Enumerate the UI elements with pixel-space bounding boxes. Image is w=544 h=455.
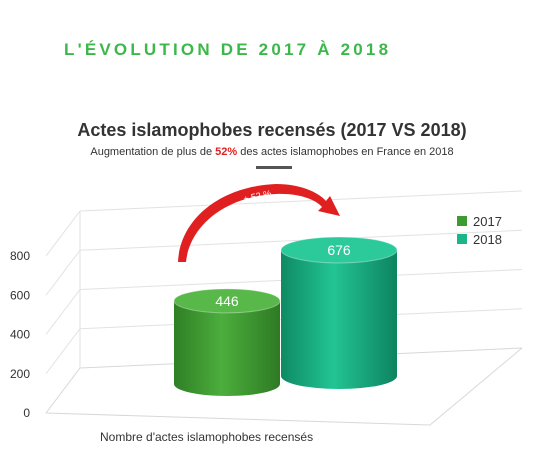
subtitle-text-end: des actes islamophobes en France en 2018 [237, 146, 454, 158]
gridline-side [45, 210, 81, 257]
gridline-side [45, 249, 81, 296]
gridline-side [45, 328, 81, 375]
growth-arrow-shape [178, 184, 340, 262]
y-tick-label: 600 [10, 288, 30, 302]
y-tick-label: 0 [23, 406, 30, 420]
bar-2018-body [281, 249, 397, 389]
gridline-side [45, 289, 81, 335]
chart-legend: 2017 2018 [457, 212, 502, 248]
bar-2018: 676 [280, 236, 398, 389]
grid-front-edge [45, 412, 431, 426]
bar-2017-top [173, 288, 281, 314]
gridline [79, 190, 523, 212]
y-tick-label: 800 [10, 249, 30, 263]
legend-label-2017: 2017 [473, 213, 502, 229]
chart-title: Actes islamophobes recensés (2017 VS 201… [77, 120, 467, 140]
x-axis-label: Nombre d'actes islamophobes recensés [100, 430, 314, 444]
data-label-2018: 676 [327, 242, 351, 258]
legend-swatch-2018 [457, 234, 467, 244]
title-underline [256, 166, 292, 169]
bar-2017-body [174, 300, 280, 396]
data-label-2017: 446 [215, 293, 239, 309]
bar-2018-top [280, 236, 398, 264]
subtitle-text-start: Augmentation de plus de [90, 146, 216, 158]
subtitle-highlight: 52% [215, 146, 238, 158]
grid-layer [45, 190, 523, 426]
legend-label-2018: 2018 [473, 231, 502, 247]
bar-2017: 446 [173, 288, 281, 396]
chart-subtitle: Augmentation de plus de 52% des actes is… [0, 146, 544, 158]
grid-right-edge [429, 347, 523, 426]
y-axis-ticks: 0 200 400 600 800 [10, 249, 30, 420]
legend-swatch-2017 [457, 216, 467, 226]
y-tick-label: 400 [10, 328, 30, 342]
legend-item-2017: 2017 [457, 212, 502, 230]
y-tick-label: 200 [10, 367, 30, 381]
page-heading: L'ÉVOLUTION DE 2017 À 2018 [64, 40, 392, 59]
bar-layer: 446 676 [173, 236, 398, 396]
legend-item-2018: 2018 [457, 230, 502, 248]
